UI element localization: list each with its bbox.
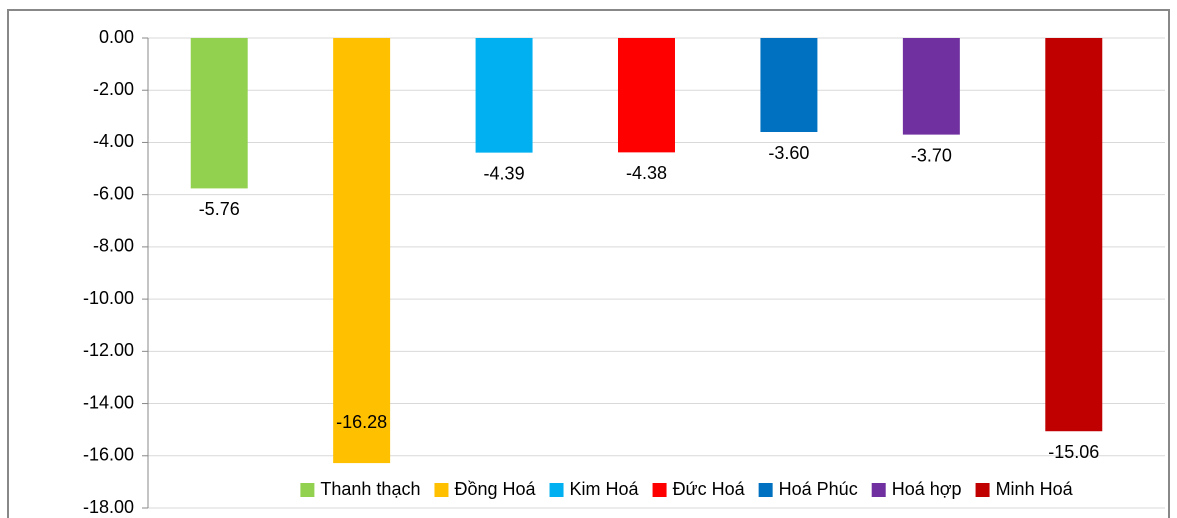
legend-swatch bbox=[434, 483, 449, 497]
bar bbox=[760, 38, 818, 132]
legend-swatch bbox=[300, 483, 315, 497]
legend-label: Minh Hoá bbox=[996, 479, 1074, 499]
bar bbox=[1045, 38, 1103, 432]
legend-swatch bbox=[549, 483, 564, 497]
legend-swatch bbox=[871, 483, 886, 497]
legend-label: Đồng Hoá bbox=[454, 479, 536, 499]
data-label: -4.38 bbox=[626, 163, 667, 183]
chart-border bbox=[7, 9, 1170, 518]
bar bbox=[190, 38, 248, 189]
legend-swatch bbox=[975, 483, 990, 497]
bar bbox=[333, 38, 391, 464]
y-tick-label: -12.00 bbox=[83, 340, 134, 360]
legend-swatch bbox=[652, 483, 667, 497]
data-label: -16.28 bbox=[336, 412, 387, 432]
legend-label: Đức Hoá bbox=[673, 479, 746, 499]
y-tick-label: -6.00 bbox=[93, 183, 134, 203]
data-label: -15.06 bbox=[1048, 442, 1099, 462]
data-label: -3.70 bbox=[911, 145, 952, 165]
y-tick-label: -14.00 bbox=[83, 392, 134, 412]
y-tick-label: -18.00 bbox=[83, 497, 134, 517]
data-label: -5.76 bbox=[199, 199, 240, 219]
bar bbox=[618, 38, 675, 153]
data-label: -3.60 bbox=[768, 143, 809, 163]
y-tick-label: -4.00 bbox=[93, 131, 134, 151]
legend-label: Thanh thạch bbox=[320, 479, 420, 499]
bar bbox=[475, 38, 533, 153]
y-tick-label: 0.00 bbox=[99, 27, 134, 47]
legend-label: Hoá Phúc bbox=[779, 479, 858, 499]
bar bbox=[902, 38, 960, 135]
legend-swatch bbox=[758, 483, 773, 497]
y-tick-label: -2.00 bbox=[93, 79, 134, 99]
y-tick-label: -8.00 bbox=[93, 236, 134, 256]
legend-label: Hoá hợp bbox=[892, 479, 962, 499]
y-tick-label: -16.00 bbox=[83, 445, 134, 465]
legend-label: Kim Hoá bbox=[570, 479, 640, 499]
data-label: -4.39 bbox=[484, 163, 525, 183]
y-tick-label: -10.00 bbox=[83, 288, 134, 308]
legend: Thanh thạch Đồng Hoá Kim Hoá Đức Hoá Hoá Phú… bbox=[300, 479, 1074, 499]
